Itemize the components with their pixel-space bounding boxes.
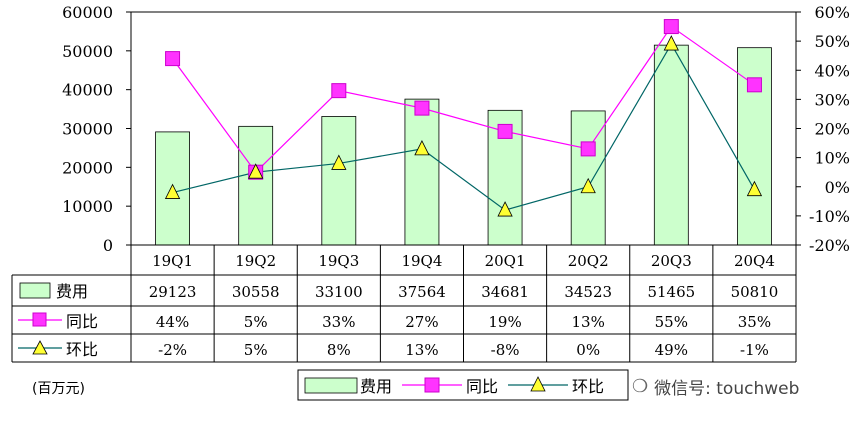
row-key-yoy-marker bbox=[32, 312, 47, 327]
table-cell: 44% bbox=[156, 313, 189, 331]
table-cell: 49% bbox=[655, 341, 688, 359]
left-tick-label: 60000 bbox=[62, 3, 113, 22]
wechat-icon: ❍ bbox=[632, 376, 649, 397]
right-tick-label: 30% bbox=[814, 90, 850, 109]
table-cell: -8% bbox=[491, 341, 520, 359]
right-tick-label: -20% bbox=[809, 236, 850, 255]
qoq-point-20Q1 bbox=[497, 201, 513, 217]
legend-label: 同比 bbox=[466, 377, 498, 396]
table-cell: 51465 bbox=[647, 283, 695, 301]
table-cell: 0% bbox=[576, 341, 600, 359]
watermark: ❍ 微信号: touchweb bbox=[632, 374, 799, 399]
right-tick-label: 10% bbox=[814, 149, 850, 168]
qoq-point-20Q3 bbox=[663, 35, 679, 51]
row-header: 费用 bbox=[56, 282, 88, 301]
unit-label: (百万元) bbox=[32, 381, 85, 397]
row-header: 环比 bbox=[66, 340, 98, 359]
yoy-point-19Q4 bbox=[414, 100, 430, 116]
table-cell: 55% bbox=[655, 313, 688, 331]
qoq-point-20Q4 bbox=[746, 180, 763, 197]
table-cell: 8% bbox=[327, 341, 351, 359]
left-tick-label: 50000 bbox=[62, 42, 113, 61]
legend-key-yoy-marker bbox=[424, 377, 440, 393]
table-cell: 37564 bbox=[398, 283, 446, 301]
line-yoy bbox=[172, 25, 755, 174]
table-cell: 34523 bbox=[564, 283, 612, 301]
table-cell: 5% bbox=[244, 341, 268, 359]
table-cell: 29123 bbox=[149, 283, 197, 301]
table-cell: 13% bbox=[405, 341, 438, 359]
yoy-point-19Q3 bbox=[331, 83, 347, 99]
right-axis-ticks: -20% -10% 0% 10% 20% 30% 40% 50% 60% bbox=[796, 3, 850, 255]
right-tick-label: 60% bbox=[814, 3, 850, 22]
bar-20Q4 bbox=[737, 47, 772, 246]
yoy-point-20Q4 bbox=[746, 77, 762, 93]
bar-20Q3 bbox=[653, 44, 689, 246]
left-tick-label: 40000 bbox=[62, 81, 113, 100]
qoq-point-19Q3 bbox=[331, 154, 347, 170]
table-cell: 13% bbox=[572, 313, 605, 331]
category-label: 19Q2 bbox=[235, 252, 276, 270]
category-label: 20Q1 bbox=[485, 252, 526, 270]
plot-border bbox=[130, 11, 797, 246]
table-cell: -2% bbox=[158, 341, 187, 359]
left-axis-ticks: 0 10000 20000 30000 40000 50000 60000 bbox=[62, 3, 131, 255]
right-tick-label: 50% bbox=[814, 32, 850, 51]
legend-key-qoq-marker bbox=[530, 376, 546, 392]
right-tick-label: 40% bbox=[814, 61, 850, 80]
table-cell: 30558 bbox=[232, 283, 280, 301]
legend-key-bar bbox=[304, 377, 358, 394]
bar-19Q2 bbox=[238, 125, 274, 246]
yoy-point-19Q1 bbox=[165, 51, 181, 67]
left-tick-label: 0 bbox=[103, 236, 113, 255]
table-cell: 19% bbox=[488, 313, 521, 331]
line-series bbox=[164, 19, 763, 217]
qoq-point-20Q2 bbox=[580, 177, 596, 194]
legend-label: 环比 bbox=[572, 377, 604, 396]
table-cell: -1% bbox=[740, 341, 769, 359]
legend-label: 费用 bbox=[360, 377, 392, 396]
category-label: 20Q2 bbox=[568, 252, 609, 270]
left-tick-label: 20000 bbox=[62, 158, 113, 177]
right-tick-label: 0% bbox=[825, 178, 850, 197]
category-label: 19Q1 bbox=[152, 252, 193, 270]
qoq-point-19Q2 bbox=[248, 163, 264, 179]
category-label: 20Q3 bbox=[651, 252, 692, 270]
table-cell: 34681 bbox=[481, 283, 529, 301]
row-header: 同比 bbox=[66, 312, 98, 331]
bar-19Q3 bbox=[321, 116, 357, 246]
yoy-point-20Q2 bbox=[580, 141, 596, 157]
yoy-point-20Q1 bbox=[497, 123, 513, 139]
qoq-point-19Q4 bbox=[414, 139, 430, 156]
right-tick-label: 20% bbox=[814, 120, 850, 139]
legend: 费用 同比 环比 bbox=[297, 369, 629, 401]
table-cell: 33100 bbox=[315, 283, 363, 301]
left-tick-label: 30000 bbox=[62, 120, 113, 139]
category-label: 19Q3 bbox=[318, 252, 359, 270]
category-label: 19Q4 bbox=[401, 252, 442, 270]
right-tick-label: -10% bbox=[809, 207, 850, 226]
bar-19Q4 bbox=[404, 98, 440, 246]
category-label: 20Q4 bbox=[734, 252, 775, 270]
line-qoq bbox=[172, 42, 755, 211]
table-cell: 35% bbox=[738, 313, 771, 331]
table-cell: 27% bbox=[405, 313, 438, 331]
table-cell: 33% bbox=[322, 313, 355, 331]
row-key-qoq-marker bbox=[32, 340, 48, 355]
plot-area-frame bbox=[130, 11, 797, 246]
bar-series bbox=[155, 44, 772, 246]
table-cell: 50810 bbox=[731, 283, 779, 301]
left-tick-label: 10000 bbox=[62, 197, 113, 216]
qoq-point-19Q1 bbox=[164, 183, 181, 199]
table-cell: 5% bbox=[244, 313, 268, 331]
watermark-text: 微信号: touchweb bbox=[654, 379, 800, 399]
data-table: 19Q1 19Q2 19Q3 19Q4 20Q1 20Q2 20Q3 20Q4 费用 29123 3… bbox=[11, 245, 797, 363]
yoy-point-20Q3 bbox=[663, 19, 679, 35]
row-key-bar bbox=[19, 282, 51, 299]
